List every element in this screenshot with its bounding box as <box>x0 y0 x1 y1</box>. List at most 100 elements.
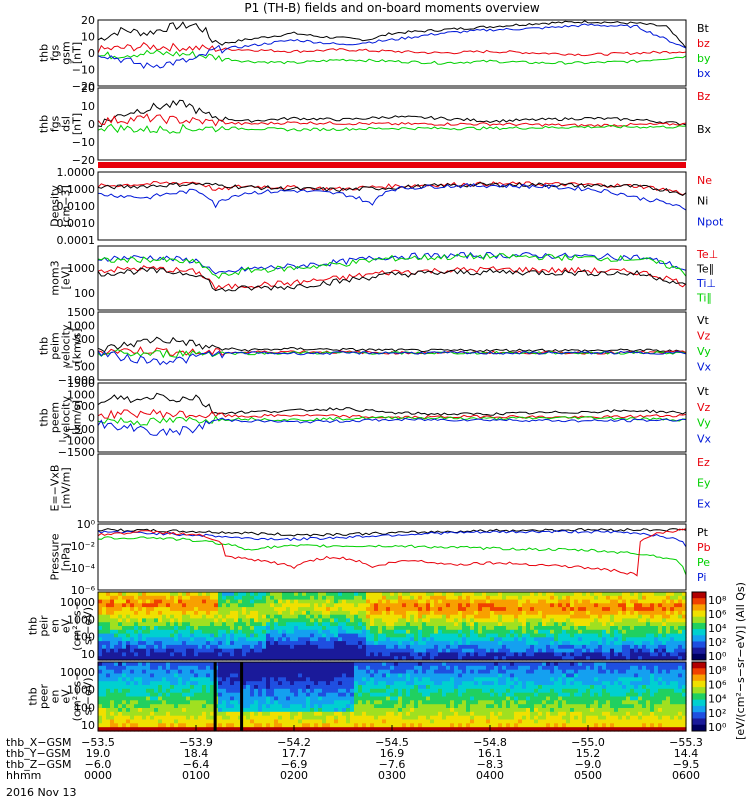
peer-cell <box>322 662 327 667</box>
peir-cell <box>402 607 407 612</box>
peer-cell <box>170 669 175 675</box>
peir-ylabel: thbpeireneV(cm²−s−sr−eV) <box>27 601 95 651</box>
peer-cell <box>390 669 395 675</box>
peer-cell <box>166 669 171 675</box>
peir-cell <box>650 641 655 646</box>
peer-cell <box>490 719 495 724</box>
peer-cell <box>302 669 307 675</box>
peir-cell <box>142 614 147 620</box>
peir-cell <box>550 614 555 620</box>
peir-cell <box>342 652 347 657</box>
peer-cell <box>510 708 515 713</box>
peir-cell <box>194 656 199 661</box>
peer-cell <box>534 688 539 694</box>
peir-cell <box>374 603 379 608</box>
peer-cell <box>482 673 487 678</box>
peir-cell <box>106 629 111 635</box>
peir-cell <box>462 648 467 654</box>
peir-cell <box>662 622 667 627</box>
peir-cell <box>418 614 423 620</box>
peer-cell <box>274 673 279 678</box>
peer-cell <box>154 692 159 698</box>
peir-cell <box>278 622 283 627</box>
peer-cell <box>266 704 271 709</box>
peir-cell <box>190 626 195 631</box>
peer-cell <box>274 681 279 686</box>
peir-cell <box>450 626 455 631</box>
peir-cell <box>102 629 107 635</box>
peer-cell <box>218 692 223 698</box>
peir-cell <box>350 633 355 638</box>
peer-cell <box>522 715 527 721</box>
peir-colorbar-tick: 10² <box>708 636 726 649</box>
fgs-legend-bz: bz <box>697 37 710 50</box>
peer-cell <box>302 673 307 678</box>
peir-cell <box>270 644 275 650</box>
peir-cell <box>314 618 319 623</box>
peir-cell <box>238 622 243 627</box>
peir-cell <box>574 644 579 650</box>
peir-cell <box>666 629 671 635</box>
peer-cell <box>346 708 351 713</box>
peer-cell <box>166 685 171 690</box>
peir-cell <box>282 607 287 612</box>
peir-cell <box>302 595 307 601</box>
peir-cell <box>514 633 519 638</box>
peir-cell <box>270 626 275 631</box>
peir-cell <box>662 648 667 654</box>
peer-cell <box>454 677 459 682</box>
peer-cell <box>318 681 323 686</box>
peir-cell <box>674 610 679 616</box>
peer-cell <box>414 665 419 671</box>
peer-cell <box>170 704 175 709</box>
peir-cell <box>130 618 135 623</box>
peer-cell <box>118 711 123 717</box>
peir-cell <box>366 622 371 627</box>
peir-cell <box>374 656 379 661</box>
peir-cell <box>634 607 639 612</box>
peir-cell <box>614 592 619 597</box>
peir-cell <box>338 644 343 650</box>
peir-cell <box>674 629 679 635</box>
peir-cell <box>462 614 467 620</box>
peir-cell <box>650 644 655 650</box>
peir-cell <box>234 603 239 608</box>
peir-cell <box>234 644 239 650</box>
peir-cell <box>154 626 159 631</box>
peir-cell <box>398 648 403 654</box>
fgs-frame <box>97 19 687 87</box>
peer-cell <box>190 715 195 721</box>
peir-cell <box>546 603 551 608</box>
peir-cell <box>166 656 171 661</box>
peer-cell <box>98 685 103 690</box>
peer-cell <box>398 669 403 675</box>
peir-cell <box>614 644 619 650</box>
peer-cell <box>478 727 483 732</box>
peer-cell <box>274 677 279 682</box>
peir-cell <box>334 614 339 620</box>
peir-cell <box>646 633 651 638</box>
peer-cell <box>98 669 103 675</box>
peir-cell <box>574 637 579 642</box>
peir-cell <box>338 592 343 597</box>
peir-cell <box>606 626 611 631</box>
peer-cell <box>106 692 111 698</box>
peer-cell <box>446 700 451 705</box>
peem-ytick-label: −1500 <box>58 446 95 459</box>
peer-cell <box>134 711 139 717</box>
peir-cell <box>494 648 499 654</box>
peir-cell <box>338 656 343 661</box>
peir-cell <box>418 618 423 623</box>
peir-cell <box>418 603 423 608</box>
peir-cell <box>590 618 595 623</box>
peir-cell <box>294 614 299 620</box>
peir-cell <box>190 603 195 608</box>
peer-cell <box>454 665 459 671</box>
peer-cell <box>550 665 555 671</box>
peir-cell <box>318 641 323 646</box>
peer-cell <box>454 715 459 721</box>
peer-cell <box>522 677 527 682</box>
peir-cell <box>422 644 427 650</box>
peir-cell <box>198 626 203 631</box>
peir-cell <box>478 633 483 638</box>
